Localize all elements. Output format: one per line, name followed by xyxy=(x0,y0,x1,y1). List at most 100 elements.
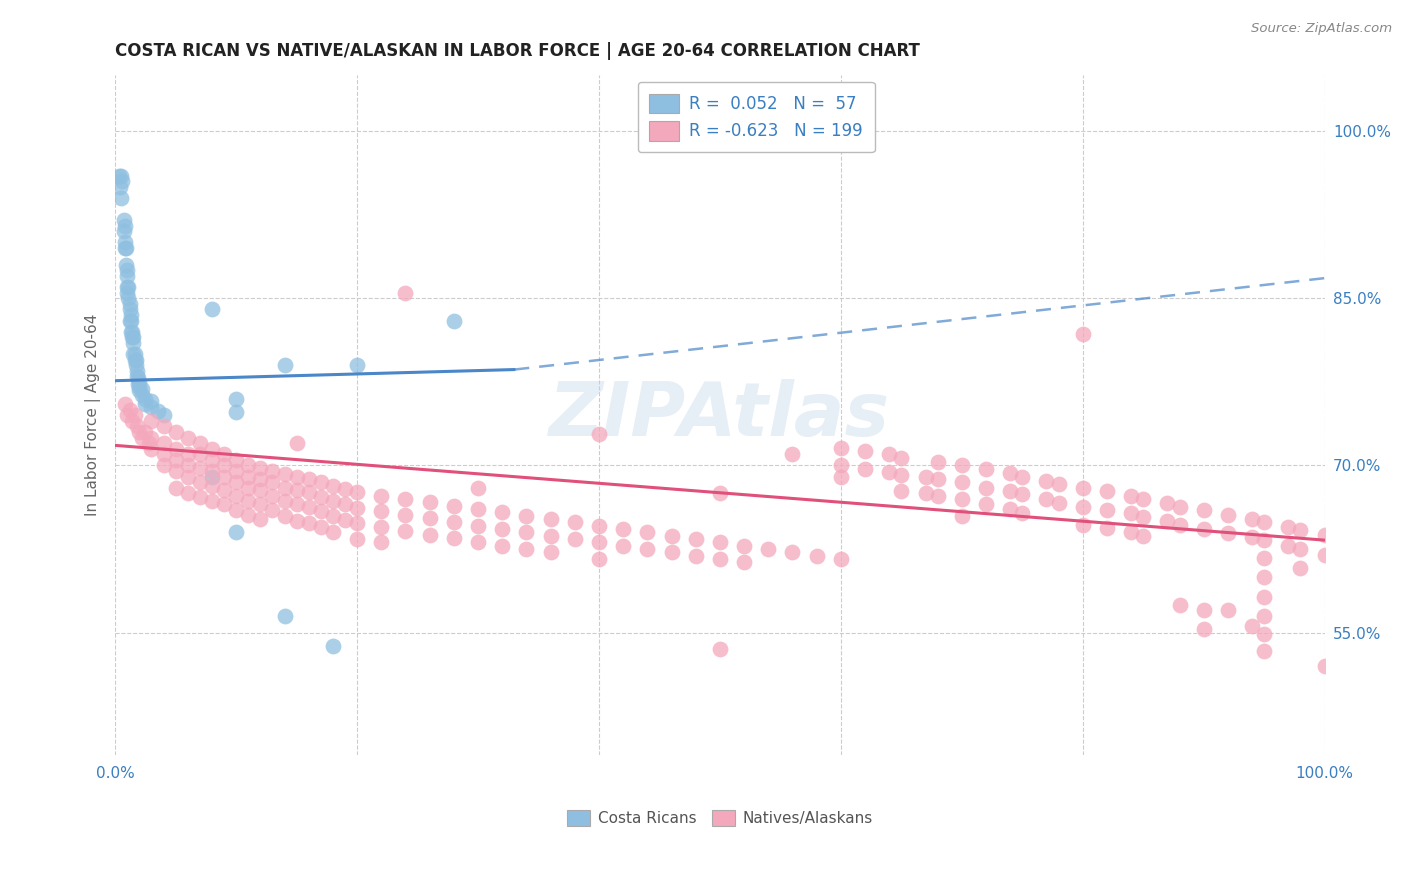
Point xyxy=(114,241,136,255)
Point xyxy=(309,520,332,534)
Point xyxy=(285,498,308,512)
Point xyxy=(830,458,852,473)
Point xyxy=(322,508,344,523)
Point xyxy=(110,169,132,183)
Point xyxy=(117,291,139,305)
Point xyxy=(1253,533,1275,548)
Point xyxy=(238,481,260,495)
Point xyxy=(125,364,148,378)
Point xyxy=(128,375,150,389)
Point xyxy=(1289,561,1312,575)
Point xyxy=(201,453,224,467)
Point xyxy=(1313,548,1336,562)
Point xyxy=(249,498,271,512)
Point xyxy=(108,179,131,194)
Point xyxy=(273,467,295,482)
Point xyxy=(950,475,973,490)
Point xyxy=(540,512,562,526)
Point xyxy=(273,358,295,372)
Point xyxy=(733,539,755,553)
Point xyxy=(141,442,163,456)
Point xyxy=(134,392,156,406)
Point xyxy=(1168,500,1191,514)
Point xyxy=(262,475,284,490)
Point xyxy=(188,475,211,490)
Point xyxy=(249,483,271,497)
Point xyxy=(285,469,308,483)
Point xyxy=(125,358,148,372)
Point xyxy=(540,545,562,559)
Point xyxy=(1192,503,1215,517)
Point xyxy=(612,539,634,553)
Point xyxy=(515,542,537,557)
Point xyxy=(273,609,295,624)
Point xyxy=(853,462,876,476)
Point xyxy=(121,414,143,428)
Point xyxy=(612,522,634,536)
Point xyxy=(540,529,562,543)
Point xyxy=(122,347,145,361)
Point xyxy=(756,542,779,557)
Point xyxy=(165,442,187,456)
Point xyxy=(806,549,828,563)
Point xyxy=(165,464,187,478)
Point xyxy=(1011,507,1033,521)
Point xyxy=(322,494,344,508)
Point xyxy=(141,393,163,408)
Point xyxy=(177,431,200,445)
Point xyxy=(285,483,308,497)
Point xyxy=(1071,517,1094,532)
Point xyxy=(709,642,731,657)
Point xyxy=(1289,523,1312,537)
Point xyxy=(322,639,344,653)
Point xyxy=(1192,623,1215,637)
Point xyxy=(733,556,755,570)
Point xyxy=(782,545,804,559)
Point xyxy=(564,532,586,546)
Point xyxy=(118,302,141,317)
Point xyxy=(1168,517,1191,532)
Point xyxy=(165,425,187,439)
Point xyxy=(1253,516,1275,530)
Point xyxy=(1071,481,1094,495)
Point xyxy=(128,425,150,439)
Point xyxy=(117,409,139,423)
Point xyxy=(346,500,368,515)
Point xyxy=(877,447,900,461)
Point xyxy=(188,460,211,475)
Point xyxy=(370,535,392,549)
Point xyxy=(1047,477,1070,491)
Point xyxy=(273,508,295,523)
Point xyxy=(152,458,174,473)
Point xyxy=(115,258,138,272)
Point xyxy=(1095,503,1118,517)
Point xyxy=(212,469,235,483)
Point xyxy=(467,502,489,516)
Point xyxy=(1192,522,1215,536)
Point xyxy=(950,508,973,523)
Point xyxy=(782,447,804,461)
Point xyxy=(419,511,441,525)
Point xyxy=(108,169,131,183)
Point xyxy=(877,465,900,479)
Point xyxy=(188,447,211,461)
Point xyxy=(1132,509,1154,524)
Point xyxy=(914,486,936,500)
Point xyxy=(333,482,356,496)
Point xyxy=(636,542,658,557)
Point xyxy=(285,436,308,450)
Point xyxy=(165,481,187,495)
Point xyxy=(322,525,344,540)
Point xyxy=(188,436,211,450)
Point xyxy=(394,524,416,539)
Point xyxy=(443,531,465,545)
Point xyxy=(1253,551,1275,566)
Point xyxy=(419,527,441,541)
Point xyxy=(1047,496,1070,510)
Point xyxy=(1121,525,1143,540)
Point xyxy=(238,494,260,508)
Point xyxy=(141,431,163,445)
Point xyxy=(927,455,949,469)
Point xyxy=(131,388,153,402)
Point xyxy=(177,469,200,483)
